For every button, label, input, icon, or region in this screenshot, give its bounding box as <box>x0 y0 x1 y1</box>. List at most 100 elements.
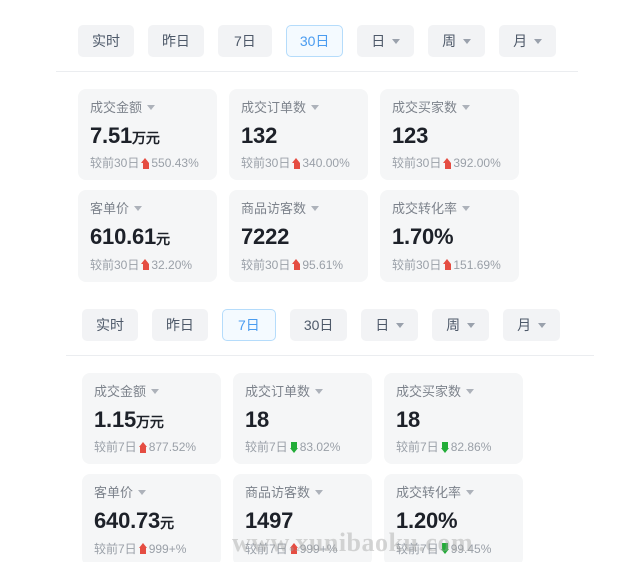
chevron-down-icon <box>396 322 405 328</box>
period-tab[interactable]: 30日 <box>285 25 344 57</box>
period-tab-label: 月 <box>513 33 528 49</box>
comparison-period-label: 较前7日 <box>94 541 137 556</box>
period-tab-label: 实时 <box>95 317 124 333</box>
chevron-down-icon[interactable] <box>151 389 160 394</box>
metric-title-row[interactable]: 成交订单数 <box>245 385 360 398</box>
period-tab[interactable]: 月 <box>499 25 556 57</box>
metric-value: 7.51万元 <box>90 123 205 148</box>
metric-card[interactable]: 客单价 640.73元较前7日 999+% <box>82 474 221 562</box>
metric-title-row[interactable]: 成交转化率 <box>392 202 507 215</box>
comparison-period-label: 较前30日 <box>392 257 442 272</box>
metric-value: 1.15万元 <box>94 407 209 432</box>
chevron-down-icon[interactable] <box>315 389 324 394</box>
metric-title-row[interactable]: 成交金额 <box>90 101 205 114</box>
period-tab[interactable]: 日 <box>357 25 415 57</box>
metric-card[interactable]: 商品访客数 7222 较前30日 95.61% <box>229 190 368 282</box>
metric-card[interactable]: 成交买家数 18 较前7日 82.86% <box>384 373 523 465</box>
period-tab[interactable]: 月 <box>503 309 560 341</box>
period-tab[interactable]: 周 <box>432 309 490 341</box>
period-tab[interactable]: 周 <box>428 25 486 57</box>
arrow-up-icon <box>443 157 452 169</box>
metric-title-row[interactable]: 成交订单数 <box>241 101 356 114</box>
period-tab[interactable]: 实时 <box>82 309 138 341</box>
chevron-down-icon <box>463 38 472 44</box>
metric-title-row[interactable]: 成交转化率 <box>396 486 511 499</box>
comparison-change-value: 999+% <box>148 541 187 556</box>
arrow-down-icon <box>440 441 450 453</box>
metric-comparison: 较前7日 999+% <box>245 543 360 555</box>
metric-value: 610.61元 <box>90 224 205 249</box>
chevron-down-icon[interactable] <box>466 389 475 394</box>
metric-value: 640.73元 <box>94 508 209 533</box>
metric-title-label: 成交转化率 <box>392 201 458 217</box>
metric-value: 18 <box>396 407 511 432</box>
chevron-down-icon[interactable] <box>311 105 320 110</box>
metric-title-row[interactable]: 客单价 <box>90 202 205 215</box>
arrow-down-icon <box>440 543 450 555</box>
arrow-up-icon <box>138 441 148 453</box>
metric-comparison: 较前7日 83.02% <box>245 441 360 453</box>
metric-title-label: 成交订单数 <box>241 100 307 115</box>
metric-value: 132 <box>241 123 356 148</box>
metrics-section: 实时 昨日 7日 30日 日 周 月成交金额 7.51万元较前30日 550.43% 成交订单数 1… <box>56 9 578 282</box>
metric-title-row[interactable]: 商品访客数 <box>245 486 360 499</box>
metric-value-number: 1.15 <box>94 407 137 432</box>
metric-card[interactable]: 成交转化率 1.70% 较前30日 151.69% <box>380 190 519 282</box>
metric-value: 1.20% <box>396 508 511 533</box>
comparison-change-value: 82.86% <box>450 440 492 455</box>
period-tab[interactable]: 昨日 <box>147 25 204 57</box>
period-tab[interactable]: 7日 <box>217 25 272 57</box>
chevron-down-icon[interactable] <box>311 206 320 212</box>
chevron-down-icon[interactable] <box>462 206 471 212</box>
metric-title-row[interactable]: 成交买家数 <box>392 101 507 114</box>
metric-card[interactable]: 成交金额 7.51万元较前30日 550.43% <box>78 89 217 181</box>
metric-title-row[interactable]: 商品访客数 <box>241 202 356 215</box>
period-tab-label: 周 <box>446 317 461 333</box>
arrow-down-icon <box>289 441 299 453</box>
metric-title-row[interactable]: 成交买家数 <box>396 385 511 398</box>
metric-card[interactable]: 成交转化率 1.20% 较前7日 99.45% <box>384 474 523 562</box>
metric-card-grid: 成交金额 1.15万元 较前7日 877.52% 成交订单数 18 较前7日 83.02% 成交… <box>82 355 560 562</box>
metric-value-number: 18 <box>245 407 270 432</box>
comparison-period-label: 较前30日 <box>392 156 442 171</box>
comparison-change-value: 999+% <box>299 541 338 556</box>
period-tab[interactable]: 30日 <box>289 309 348 341</box>
metric-title-row[interactable]: 客单价 <box>94 486 209 499</box>
metric-title-row[interactable]: 成交金额 <box>94 385 209 398</box>
comparison-change-value: 95.61% <box>302 257 344 272</box>
arrow-up-icon <box>141 157 150 169</box>
chevron-down-icon[interactable] <box>138 490 147 496</box>
period-tab[interactable]: 实时 <box>78 25 134 57</box>
metric-value: 1497 <box>245 508 360 533</box>
period-tab-bar: 实时 昨日 7日 30日 日 周 月 <box>82 293 560 355</box>
chevron-down-icon[interactable] <box>466 490 475 496</box>
chevron-down-icon[interactable] <box>134 206 143 212</box>
metric-card[interactable]: 客单价 610.61元 较前30日 32.20% <box>78 190 217 282</box>
chevron-down-icon[interactable] <box>462 105 471 110</box>
period-tab[interactable]: 7日 <box>221 309 276 341</box>
metric-title-label: 成交转化率 <box>396 485 462 501</box>
chevron-down-icon[interactable] <box>315 490 324 496</box>
metric-card[interactable]: 商品访客数 1497 较前7日 999+% <box>233 474 372 562</box>
chevron-down-icon[interactable] <box>147 105 156 110</box>
comparison-period-label: 较前7日 <box>396 541 439 556</box>
metric-card-grid: 成交金额 7.51万元 较前30日 550.43% 成交订单数 132 较前30日 340.0… <box>78 71 556 282</box>
metric-card[interactable]: 成交订单数 18 较前7日 83.02% <box>233 373 372 465</box>
metric-comparison: 较前30日 550.43% <box>90 157 205 169</box>
metric-value-number: 1497 <box>245 508 294 534</box>
metric-card[interactable]: 成交买家数 123 较前30日 392.00% <box>380 89 519 181</box>
metrics-section: 实时 昨日 7日 30日 日 周 月成交金额 1.15万元 较前7日 877.52% 成交订单数 18… <box>66 293 594 562</box>
arrow-up-icon <box>138 543 148 555</box>
comparison-change-value: 32.20% <box>151 257 193 272</box>
arrow-up-icon <box>141 259 150 271</box>
metric-value: 7222 <box>241 224 356 249</box>
chevron-down-icon <box>467 322 476 328</box>
metric-card[interactable]: 成交金额 1.15万元 较前7日 877.52% <box>82 373 221 465</box>
comparison-period-label: 较前7日 <box>396 440 439 455</box>
period-tab[interactable]: 日 <box>361 309 419 341</box>
period-tab[interactable]: 昨日 <box>151 309 208 341</box>
period-tab-label: 日 <box>375 317 390 333</box>
metric-value-number: 640.73 <box>94 508 161 534</box>
comparison-period-label: 较前7日 <box>94 440 137 455</box>
metric-card[interactable]: 成交订单数 132 较前30日 340.00% <box>229 89 368 181</box>
